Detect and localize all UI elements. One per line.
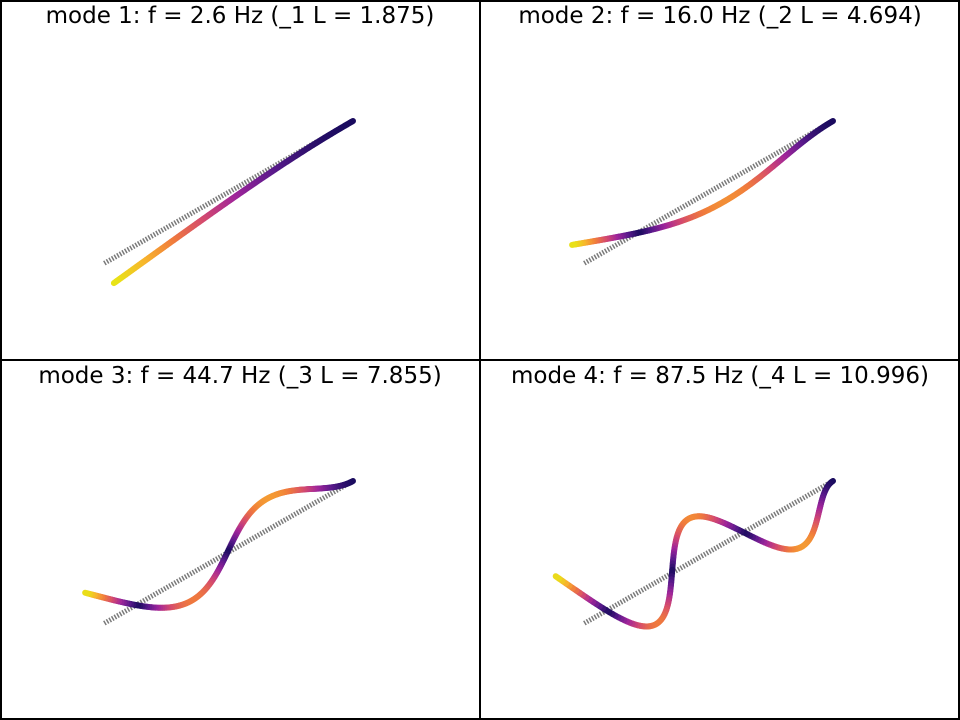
panel-title: mode 3: f = 44.7 Hz (_3 L = 7.855): [38, 363, 441, 389]
panel-mode-4[interactable]: mode 4: f = 87.5 Hz (_4 L = 10.996): [511, 363, 929, 630]
deformed-beam: [552, 478, 836, 630]
undeformed-beam: [581, 118, 835, 267]
panel-mode-1[interactable]: mode 1: f = 2.6 Hz (_1 L = 1.875): [46, 3, 435, 287]
panel-title: mode 1: f = 2.6 Hz (_1 L = 1.875): [46, 3, 435, 29]
beam-segment: [552, 573, 563, 582]
panel-title: mode 4: f = 87.5 Hz (_4 L = 10.996): [511, 363, 929, 389]
deformed-beam: [82, 478, 356, 611]
deformed-beam: [569, 118, 836, 248]
panel-mode-2[interactable]: mode 2: f = 16.0 Hz (_2 L = 4.694): [518, 3, 922, 267]
panel-title: mode 2: f = 16.0 Hz (_2 L = 4.694): [518, 3, 921, 29]
undeformed-line: [581, 118, 835, 267]
deformed-beam: [110, 118, 356, 287]
beam-segment: [110, 279, 119, 287]
undeformed-line: [581, 478, 835, 627]
panel-mode-3[interactable]: mode 3: f = 44.7 Hz (_3 L = 7.855): [38, 363, 442, 627]
undeformed-beam: [581, 478, 835, 627]
beam-segment: [82, 589, 91, 597]
